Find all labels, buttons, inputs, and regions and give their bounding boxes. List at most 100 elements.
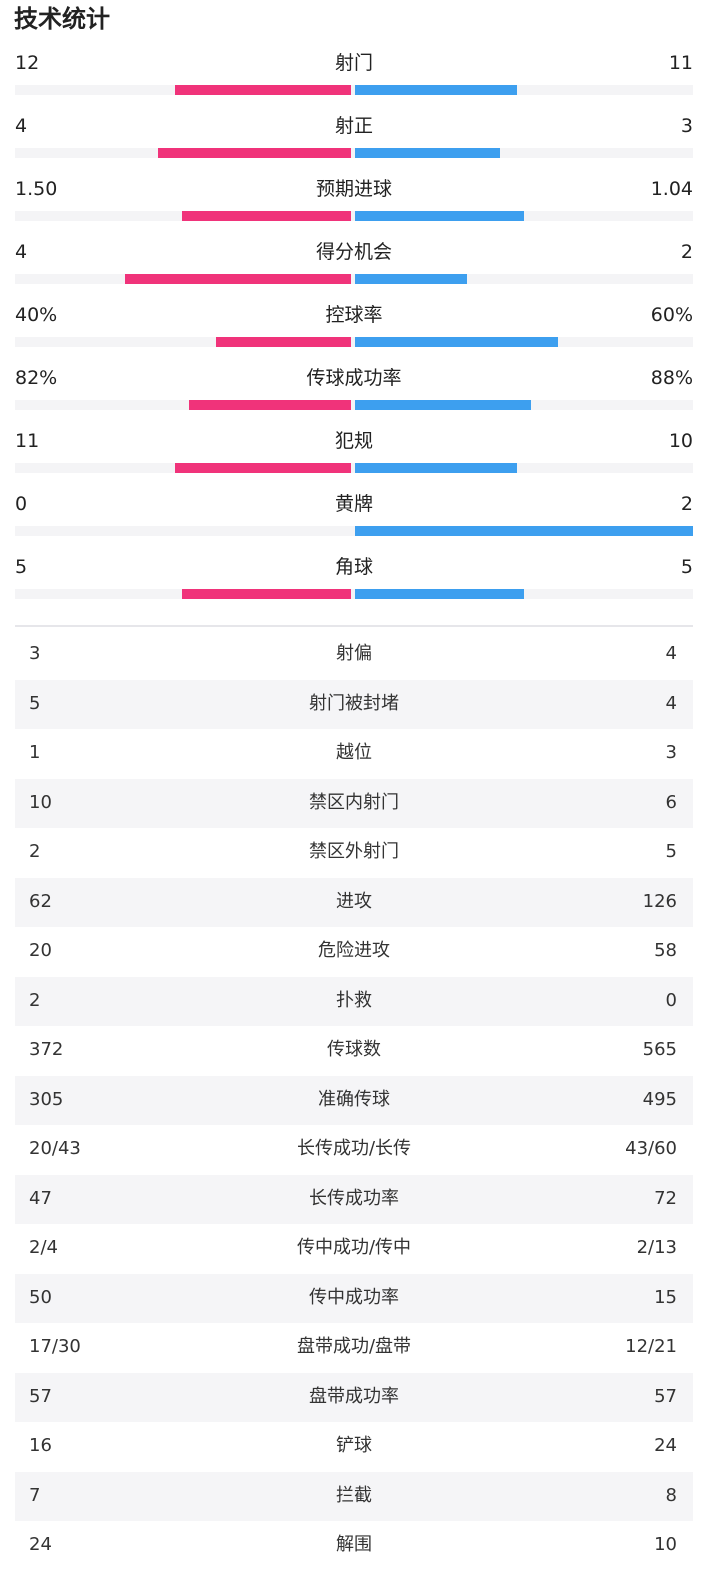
home-bar [182, 211, 351, 221]
stat-label: 角球 [334, 556, 373, 578]
away-value: 43/60 [625, 1138, 677, 1159]
bar-track [15, 274, 693, 284]
away-bar [355, 400, 531, 410]
table-row: 长传成功率 47 72 [15, 1174, 693, 1224]
home-value: 5 [29, 692, 41, 714]
bar-stat-row: 40% 控球率 60% [0, 294, 714, 357]
away-bar [355, 337, 558, 347]
detail-stats-table: 射偏 3 4 射门被封堵 5 4 越位 1 3 禁区内射门 10 6 禁区外射门 2 5 进攻 62 126 危险进… [15, 630, 693, 1571]
home-bar [175, 85, 351, 95]
table-row: 盘带成功率 57 57 [15, 1372, 693, 1422]
home-value: 24 [29, 1534, 52, 1555]
stat-label: 传中成功/传中 [296, 1237, 412, 1258]
home-value: 20/43 [29, 1138, 81, 1159]
bar-stat-row: 82% 传球成功率 88% [0, 357, 714, 420]
away-value: 57 [654, 1385, 677, 1407]
away-bar [355, 463, 517, 473]
home-bar [182, 589, 351, 599]
table-row: 传球数 372 565 [15, 1026, 693, 1076]
home-value: 12 [15, 52, 40, 74]
home-value: 3 [29, 643, 41, 664]
home-value: 372 [29, 1039, 64, 1060]
away-bar [355, 589, 524, 599]
away-value: 8 [665, 1484, 677, 1506]
away-value: 6 [665, 791, 677, 813]
table-row: 禁区外射门 2 5 [15, 828, 693, 878]
bar-track [15, 85, 693, 95]
table-row: 越位 1 3 [15, 729, 693, 779]
away-value: 0 [665, 989, 677, 1011]
home-value: 1 [29, 742, 41, 763]
stat-label: 拦截 [336, 1484, 372, 1506]
home-value: 40% [15, 304, 58, 326]
home-value: 2 [29, 841, 41, 862]
bar-stat-row: 1.50 预期进球 1.04 [0, 168, 714, 231]
table-row: 拦截 7 8 [15, 1471, 693, 1521]
section-divider [15, 625, 693, 627]
table-row: 射偏 3 4 [15, 630, 693, 680]
stat-label: 解围 [336, 1534, 372, 1555]
home-value: 2 [29, 989, 41, 1011]
bar-stat-row: 4 得分机会 2 [0, 231, 714, 294]
table-row: 铲球 16 24 [15, 1422, 693, 1472]
away-value: 565 [642, 1039, 677, 1060]
away-value: 10 [668, 430, 693, 452]
stat-label: 得分机会 [315, 241, 392, 263]
away-bar [355, 274, 467, 284]
away-bar [355, 211, 524, 221]
home-bar [158, 148, 351, 158]
away-value: 2/13 [636, 1237, 677, 1258]
home-value: 82% [15, 367, 58, 389]
home-value: 57 [29, 1385, 52, 1407]
away-bar [355, 526, 693, 536]
bar-track [15, 148, 693, 158]
bar-track [15, 589, 693, 599]
home-value: 11 [15, 430, 40, 452]
home-value: 62 [29, 890, 52, 912]
stat-label: 禁区外射门 [309, 841, 399, 862]
table-row: 射门被封堵 5 4 [15, 679, 693, 729]
away-value: 88% [650, 367, 693, 389]
stat-label: 长传成功/长传 [296, 1138, 412, 1159]
stat-label: 盘带成功率 [309, 1385, 399, 1407]
home-bar [189, 400, 351, 410]
away-value: 2 [680, 241, 693, 263]
away-value: 12/21 [625, 1336, 677, 1357]
home-value: 50 [29, 1286, 52, 1308]
stat-label: 长传成功率 [309, 1187, 399, 1209]
away-value: 2 [680, 493, 693, 515]
home-value: 16 [29, 1435, 52, 1456]
away-value: 3 [665, 742, 677, 763]
stat-label: 射门 [334, 52, 373, 74]
home-value: 20 [29, 940, 52, 961]
away-value: 126 [642, 890, 677, 912]
stat-label: 黄牌 [334, 493, 373, 515]
table-row: 传中成功/传中 2/4 2/13 [15, 1224, 693, 1274]
home-value: 47 [29, 1187, 52, 1209]
away-value: 58 [654, 940, 677, 961]
away-value: 11 [668, 52, 693, 74]
away-value: 5 [680, 556, 693, 578]
away-value: 60% [650, 304, 693, 326]
table-row: 解围 24 10 [15, 1521, 693, 1571]
stat-label: 准确传球 [318, 1088, 390, 1110]
stat-label: 犯规 [334, 430, 373, 452]
stat-label: 控球率 [325, 304, 383, 326]
bar-track [15, 526, 693, 536]
home-value: 10 [29, 791, 52, 813]
away-value: 24 [654, 1435, 677, 1456]
table-row: 进攻 62 126 [15, 877, 693, 927]
stat-label: 危险进攻 [318, 940, 390, 961]
page-title: 技术统计 [14, 5, 110, 33]
away-bar [355, 148, 500, 158]
stat-label: 进攻 [336, 890, 372, 912]
table-row: 禁区内射门 10 6 [15, 778, 693, 828]
stat-label: 传球数 [327, 1039, 381, 1060]
stat-label: 预期进球 [315, 178, 392, 200]
stat-label: 传中成功率 [309, 1286, 399, 1308]
stat-label: 传球成功率 [306, 367, 402, 389]
bar-stat-row: 12 射门 11 [0, 42, 714, 105]
stat-label: 禁区内射门 [309, 791, 399, 813]
away-value: 495 [642, 1088, 677, 1110]
